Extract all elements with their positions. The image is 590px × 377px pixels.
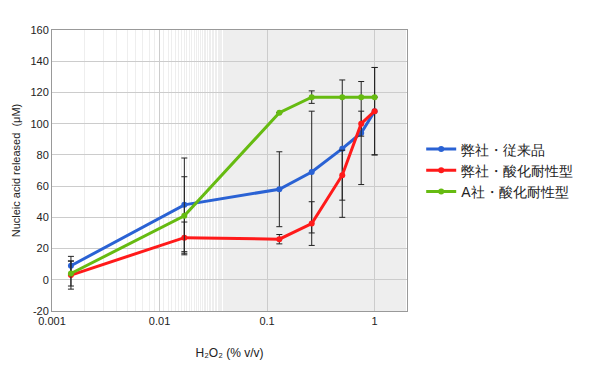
svg-text:-20: -20 bbox=[33, 305, 49, 317]
svg-text:0.001: 0.001 bbox=[38, 315, 66, 327]
svg-text:160: 160 bbox=[30, 24, 48, 36]
svg-text:120: 120 bbox=[30, 86, 48, 98]
svg-text:80: 80 bbox=[37, 149, 49, 161]
svg-text:60: 60 bbox=[37, 180, 49, 192]
svg-text:弊社・酸化耐性型: 弊社・酸化耐性型 bbox=[461, 163, 573, 179]
svg-text:H₂O₂ (% v/v): H₂O₂ (% v/v) bbox=[196, 346, 264, 360]
svg-text:40: 40 bbox=[37, 211, 49, 223]
svg-text:0: 0 bbox=[43, 274, 49, 286]
svg-text:140: 140 bbox=[30, 55, 48, 67]
svg-text:0.01: 0.01 bbox=[149, 315, 170, 327]
svg-text:0.1: 0.1 bbox=[259, 315, 274, 327]
svg-text:1: 1 bbox=[372, 315, 378, 327]
svg-text:20: 20 bbox=[37, 242, 49, 254]
svg-text:A社・酸化耐性型: A社・酸化耐性型 bbox=[461, 184, 568, 200]
svg-text:弊社・従来品: 弊社・従来品 bbox=[461, 142, 545, 158]
svg-text:Nucleic acid released (μM): Nucleic acid released (μM) bbox=[10, 104, 22, 238]
svg-text:100: 100 bbox=[30, 118, 48, 130]
